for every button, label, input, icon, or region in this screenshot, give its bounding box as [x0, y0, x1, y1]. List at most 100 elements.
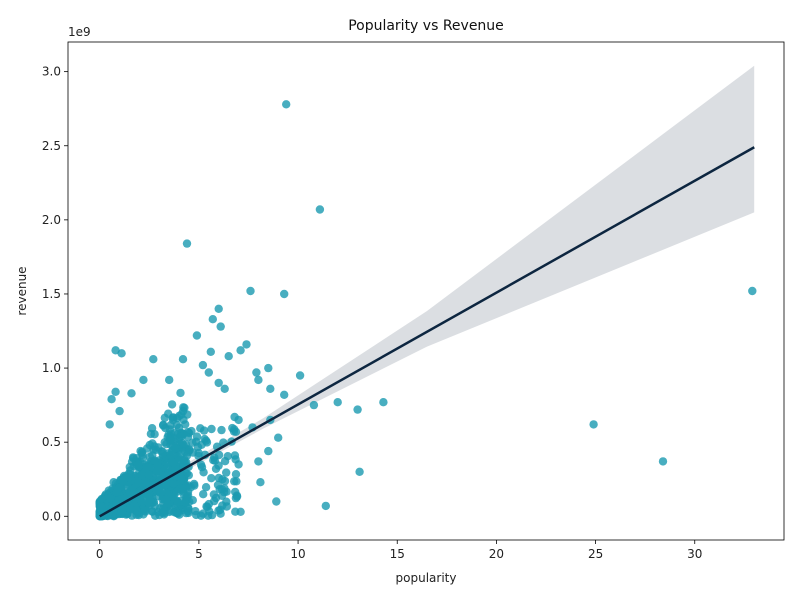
scatter-point [166, 436, 175, 445]
scatter-point [232, 491, 242, 500]
regression-line-layer [99, 146, 755, 518]
scatter-point [188, 438, 197, 447]
scatter-point [115, 406, 124, 416]
scatter-point [187, 426, 196, 436]
scatter-point [748, 286, 757, 296]
scatter-point [112, 488, 121, 497]
scatter-point [155, 486, 164, 495]
scatter-point [272, 497, 281, 506]
scatter-point [198, 509, 208, 518]
scatter-point [589, 420, 598, 429]
scatter-point [220, 384, 229, 393]
scatter-point [231, 470, 241, 479]
scatter-point [216, 322, 225, 331]
scatter-point [175, 411, 184, 421]
scatter-point [254, 457, 263, 466]
x-tick-label: 25 [588, 547, 603, 561]
scatter-point [196, 460, 206, 469]
y-tick-label: 1.5 [42, 287, 61, 301]
scatter-point [174, 423, 184, 432]
scatter-point [315, 205, 325, 214]
chart-title: Popularity vs Revenue [348, 18, 504, 34]
scatter-point [214, 304, 223, 313]
scatter-point [97, 502, 106, 511]
x-tick-label: 5 [195, 547, 203, 561]
scatter-point [182, 239, 192, 248]
scatter-point [186, 483, 195, 492]
x-tick-label: 10 [290, 547, 305, 561]
scatter-point [224, 352, 233, 361]
scatter-point [355, 467, 364, 476]
scatter-point [178, 355, 188, 364]
scatter-point [216, 509, 225, 518]
scatter-point [173, 509, 183, 518]
scatter-point [204, 368, 213, 377]
scatter-point [333, 398, 342, 407]
scatter-point [295, 371, 305, 380]
scatter-point [215, 485, 224, 494]
scatter-point [211, 464, 221, 473]
scatter-point [246, 286, 255, 296]
scatter-point [165, 375, 174, 385]
scatter-point [208, 315, 217, 324]
scatter-point [230, 425, 239, 434]
y-axis-ticks: 0.0 0.5 1.0 1.5 2.0 2.5 3.0 [42, 65, 68, 523]
y-tick-label: 0.0 [42, 509, 61, 523]
x-tick-label: 0 [96, 547, 104, 561]
scatter-point [214, 473, 223, 483]
scatter-point [204, 499, 214, 509]
scatter-point [658, 457, 668, 466]
scatter-point [217, 491, 227, 500]
scatter-point [117, 507, 127, 516]
scatter-point [252, 368, 261, 377]
scatter-point [177, 474, 186, 483]
y-tick-label: 1.0 [42, 361, 61, 375]
scatter-point [161, 480, 170, 490]
scatter-point [184, 471, 193, 480]
scatter-point [231, 455, 240, 464]
scatter-point [169, 458, 178, 467]
x-tick-label: 15 [390, 547, 405, 561]
scatter-point [264, 363, 273, 373]
scatter-point [214, 450, 224, 460]
scatter-point [214, 378, 223, 388]
y-tick-label: 0.5 [42, 435, 61, 449]
scatter-point [274, 433, 283, 442]
scatter-point [155, 510, 164, 520]
y-tick-label: 3.0 [42, 65, 61, 79]
scatter-point [118, 477, 128, 486]
scatter-point [280, 289, 289, 299]
plot-frame [67, 41, 785, 541]
scatter-point [127, 389, 136, 398]
scatter-point [231, 507, 240, 516]
scatter-point [236, 346, 245, 355]
scatter-point [176, 496, 185, 506]
scatter-point [148, 451, 157, 460]
scatter-point [163, 499, 173, 508]
y-offset-label: 1e9 [68, 25, 91, 39]
scatter-point [206, 347, 215, 356]
scatter-point [149, 355, 158, 364]
scatter-point [144, 498, 153, 507]
x-tick-label: 30 [687, 547, 702, 561]
scatter-point [144, 470, 154, 479]
x-axis-label: popularity [396, 571, 457, 585]
scatter-point [139, 375, 148, 385]
scatter-point [126, 504, 135, 513]
scatter-point [137, 471, 147, 480]
scatter-point [106, 494, 115, 503]
scatter-point [172, 487, 181, 496]
scatter-point [266, 384, 275, 393]
x-axis-ticks: 0 5 10 15 20 25 30 [96, 540, 702, 561]
scatter-point [111, 387, 120, 396]
scatter-point [134, 460, 143, 469]
scatter-point [220, 476, 230, 486]
scatter-point [256, 478, 265, 487]
scatter-point [107, 395, 116, 404]
scatter-point [153, 466, 162, 476]
y-tick-label: 2.5 [42, 139, 61, 153]
scatter-point [159, 421, 168, 430]
scatter-point [220, 457, 230, 466]
scatter-point [138, 447, 147, 457]
scatter-point [138, 454, 148, 463]
